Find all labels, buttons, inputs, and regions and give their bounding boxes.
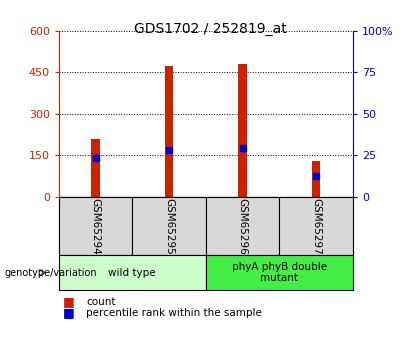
Bar — [91, 139, 100, 197]
Text: ■: ■ — [63, 306, 75, 319]
Text: GDS1702 / 252819_at: GDS1702 / 252819_at — [134, 22, 286, 37]
Bar — [165, 66, 173, 197]
Bar — [312, 161, 320, 197]
Bar — [206, 197, 279, 255]
Bar — [59, 255, 206, 290]
Text: phyA phyB double
mutant: phyA phyB double mutant — [232, 262, 327, 283]
Text: GSM65297: GSM65297 — [311, 198, 321, 254]
Bar — [279, 197, 353, 255]
Text: GSM65295: GSM65295 — [164, 198, 174, 254]
Text: wild type: wild type — [108, 268, 156, 277]
Text: GSM65294: GSM65294 — [91, 198, 100, 254]
Bar — [238, 64, 247, 197]
Bar — [206, 255, 353, 290]
Text: percentile rank within the sample: percentile rank within the sample — [86, 308, 262, 318]
Text: genotype/variation: genotype/variation — [4, 268, 97, 277]
Text: GSM65296: GSM65296 — [238, 198, 247, 254]
Text: ■: ■ — [63, 295, 75, 308]
Bar — [59, 197, 132, 255]
Text: count: count — [86, 297, 116, 307]
Bar — [132, 197, 206, 255]
